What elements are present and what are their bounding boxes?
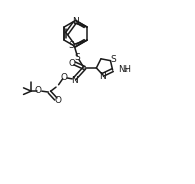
Text: N: N <box>71 76 77 85</box>
Text: O: O <box>60 73 67 82</box>
Text: NH: NH <box>119 65 131 74</box>
Text: N: N <box>72 17 79 26</box>
Text: S: S <box>75 53 81 62</box>
Text: O: O <box>54 96 61 105</box>
Text: 2: 2 <box>124 68 128 73</box>
Text: O: O <box>35 86 42 95</box>
Text: S: S <box>68 41 74 50</box>
Text: N: N <box>99 72 106 81</box>
Text: O: O <box>69 59 76 68</box>
Text: S: S <box>111 55 116 64</box>
